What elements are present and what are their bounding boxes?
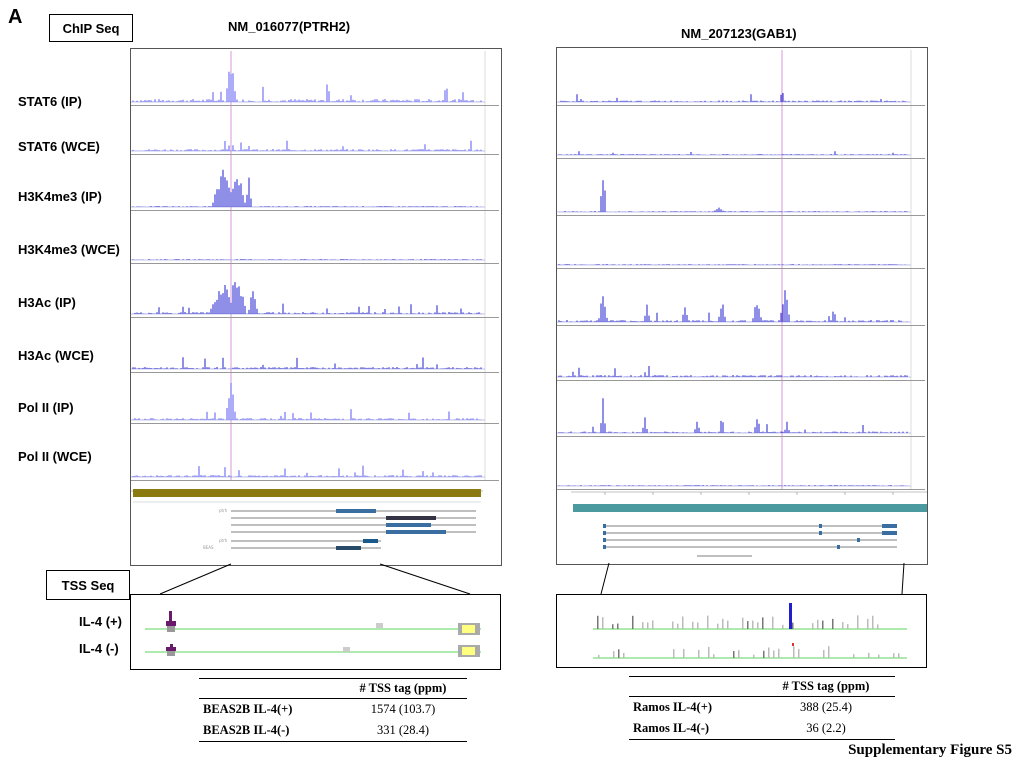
track-label-h3k4me3-ip: H3K4me3 (IP) xyxy=(18,189,102,204)
track-label-h3ac-ip: H3Ac (IP) xyxy=(18,295,76,310)
left-gene-models: ptrh ptrh BEAS xyxy=(133,501,481,550)
right-track-pol2-ip xyxy=(557,381,925,437)
left-track-stat6-wce-plot xyxy=(131,106,486,154)
right-tss-panel xyxy=(556,594,927,668)
left-annotation-bar xyxy=(133,489,481,497)
left-track-pol2-wce xyxy=(131,424,499,481)
left-track-h3k4me3-ip xyxy=(131,155,499,211)
table-header-empty xyxy=(629,676,757,697)
svg-text:ptrh: ptrh xyxy=(219,508,228,513)
track-label-stat6-wce: STAT6 (WCE) xyxy=(18,139,100,154)
left-tss-tag-table: # TSS tag (ppm) BEAS2B IL-4(+) 1574 (103… xyxy=(199,678,467,742)
table-row: BEAS2B IL-4(+) 1574 (103.7) xyxy=(199,699,467,721)
right-track-h3k4me3-wce xyxy=(557,216,925,269)
table-row-value: 388 (25.4) xyxy=(799,700,853,714)
right-track-stat6-wce-plot xyxy=(557,106,912,158)
right-gene-title: NM_207123(GAB1) xyxy=(681,26,797,41)
right-track-pol2-ip-plot xyxy=(557,381,912,436)
right-gene-models xyxy=(603,524,897,557)
svg-text:BEAS: BEAS xyxy=(203,545,214,550)
left-track-h3ac-wce xyxy=(131,318,499,373)
table-row-value: 331 (28.4) xyxy=(339,720,467,742)
table-row: BEAS2B IL-4(-) 331 (28.4) xyxy=(199,720,467,742)
right-track-h3k4me3-ip-plot xyxy=(557,159,912,215)
left-track-pol2-ip xyxy=(131,373,499,424)
right-track-h3ac-wce xyxy=(557,326,925,381)
left-tss-panel xyxy=(130,594,501,670)
table-row-value: 36 (2.2) xyxy=(757,718,895,740)
table-header-row: # TSS tag (ppm) xyxy=(199,678,467,699)
left-track-h3k4me3-ip-plot xyxy=(131,155,486,210)
right-annotation-bar xyxy=(573,504,927,512)
left-track-pol2-wce-plot xyxy=(131,424,486,480)
right-track-h3k4me3-wce-plot xyxy=(557,216,912,268)
table-row: Ramos IL-4(+) 388 (25.4) xyxy=(629,697,895,719)
left-track-stat6-ip xyxy=(131,51,499,106)
right-track-stat6-ip xyxy=(557,50,925,106)
table-header-empty xyxy=(199,678,339,699)
left-track-stat6-ip-plot xyxy=(131,51,486,105)
table-row-name: BEAS2B IL-4(+) xyxy=(203,702,293,716)
left-gene-title: NM_016077(PTRH2) xyxy=(228,19,351,34)
left-tss-tracks xyxy=(145,611,481,657)
track-label-h3ac-wce: H3Ac (WCE) xyxy=(18,348,94,363)
track-label-pol2-wce: Pol II (WCE) xyxy=(18,449,92,464)
right-tss-tag-table: # TSS tag (ppm) Ramos IL-4(+) 388 (25.4)… xyxy=(629,676,895,740)
left-track-h3ac-ip-plot xyxy=(131,264,486,317)
right-track-pol2-wce-plot xyxy=(557,437,912,489)
right-ruler xyxy=(557,490,927,502)
figure-caption: Supplementary Figure S5 xyxy=(848,742,1012,758)
table-row: Ramos IL-4(-) 36 (2.2) xyxy=(629,718,895,740)
table-row-name: BEAS2B IL-4(-) xyxy=(199,720,339,742)
track-label-pol2-ip: Pol II (IP) xyxy=(18,400,74,415)
right-track-h3k4me3-ip xyxy=(557,159,925,216)
right-track-pol2-wce xyxy=(557,437,925,490)
left-track-h3ac-wce-plot xyxy=(131,318,486,372)
track-label-h3k4me3-wce: H3K4me3 (WCE) xyxy=(18,242,120,257)
track-label-stat6-ip: STAT6 (IP) xyxy=(18,94,82,109)
table-row-name: Ramos IL-4(-) xyxy=(629,718,757,740)
tss-seq-label: TSS Seq xyxy=(46,570,130,600)
left-track-h3k4me3-wce-plot xyxy=(131,211,486,263)
right-tss-tracks xyxy=(593,603,907,659)
right-track-h3ac-wce-plot xyxy=(557,326,912,380)
svg-text:ptrh: ptrh xyxy=(219,538,228,543)
left-genome-browser: ptrh ptrh BEAS xyxy=(130,48,502,566)
left-track-h3k4me3-wce xyxy=(131,211,499,264)
right-track-stat6-wce xyxy=(557,106,925,159)
right-track-h3ac-ip xyxy=(557,269,925,326)
left-track-stat6-wce xyxy=(131,106,499,155)
tss-row-label-il4-plus: IL-4 (+) xyxy=(79,614,122,629)
table-header-tag: # TSS tag (ppm) xyxy=(339,678,467,699)
panel-letter: A xyxy=(8,6,23,28)
table-header-row: # TSS tag (ppm) xyxy=(629,676,895,697)
right-track-h3ac-ip-plot xyxy=(557,269,912,325)
table-row-name: Ramos IL-4(+) xyxy=(633,700,712,714)
table-header-tag: # TSS tag (ppm) xyxy=(757,676,895,697)
right-ruler-ticks xyxy=(571,491,927,495)
right-tss-tags xyxy=(597,615,900,658)
left-track-h3ac-ip xyxy=(131,264,499,318)
chip-seq-label: ChIP Seq xyxy=(49,14,133,42)
table-row-value: 1574 (103.7) xyxy=(370,702,436,716)
left-track-pol2-ip-plot xyxy=(131,373,486,423)
right-genome-browser xyxy=(556,47,928,565)
tss-row-label-il4-minus: IL-4 (-) xyxy=(79,641,119,656)
right-track-stat6-ip-plot xyxy=(557,50,912,105)
